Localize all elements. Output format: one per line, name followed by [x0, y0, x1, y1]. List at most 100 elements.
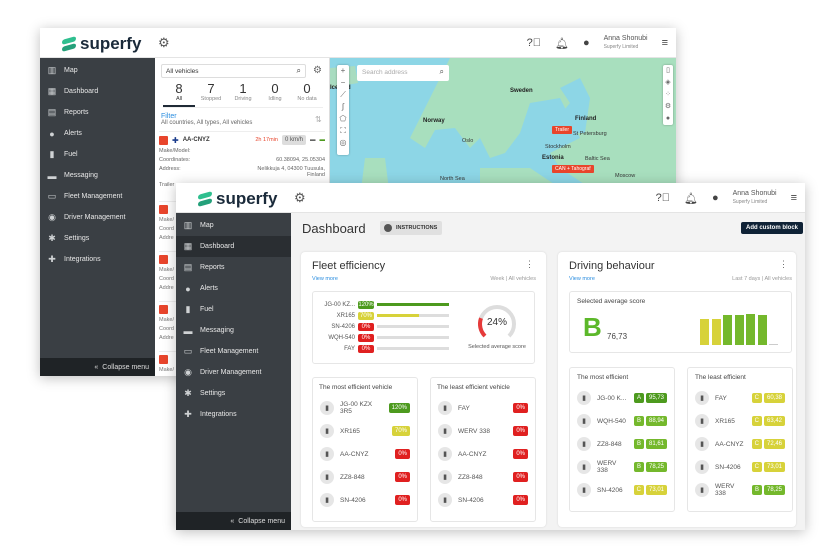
view-more-link[interactable]: View more — [312, 276, 338, 282]
list-item[interactable]: ▮ JG-00 K... A 95,73 — [577, 390, 667, 406]
sort-icon[interactable]: ⇅ — [315, 115, 322, 124]
instructions-button[interactable]: INSTRUCTIONS — [380, 221, 443, 235]
fullscreen-icon[interactable]: ⛶ — [340, 126, 346, 135]
list-item[interactable]: ▮ SN-4206 0% — [320, 492, 410, 508]
score-history-bar — [746, 313, 755, 345]
score-badge: 73,01 — [645, 485, 667, 495]
zoom-controls[interactable]: + − ⟋ ∫ ⬠ ⛶ ◎ — [337, 65, 349, 155]
list-item[interactable]: ▮ SN-4206 0% — [438, 492, 528, 508]
map-settings-icon[interactable]: ⚙ — [664, 103, 672, 110]
sidebar-item-fuel[interactable]: ▮ Fuel — [176, 299, 291, 320]
sidebar-item-dashboard[interactable]: ▦ Dashboard — [176, 236, 291, 257]
list-item[interactable]: ▮ WERV 338 B 78,25 — [577, 459, 667, 475]
view-more-link[interactable]: View more — [569, 276, 595, 282]
map-layers-toolbar[interactable]: ▯ ◈ ⁘ ⚙ ● — [663, 65, 673, 125]
list-item[interactable]: ▮ WERV 338 B 78,25 — [695, 482, 785, 498]
cluster-icon[interactable]: ⁘ — [665, 91, 671, 98]
map-pin-can-tahograf[interactable]: CAN + Tahograf — [552, 165, 594, 173]
settings-gear-icon[interactable]: ⚙ — [158, 35, 170, 50]
locate-icon[interactable]: ◎ — [339, 138, 347, 147]
help-icon[interactable]: ?⃝ — [655, 192, 670, 204]
list-item[interactable]: ▮ FAY C 60,38 — [695, 390, 785, 406]
map-pin-trailer[interactable]: Trailer — [552, 126, 572, 134]
sidebar-item-integrations[interactable]: ✚ Integrations — [40, 249, 155, 270]
sidebar-item-settings[interactable]: ✱ Settings — [40, 228, 155, 249]
sidebar-item-reports[interactable]: ▤ Reports — [40, 102, 155, 123]
sidebar-item-reports[interactable]: ▤ Reports — [176, 257, 291, 278]
bell-icon[interactable]: 🔔︎ — [683, 192, 698, 205]
sidebar-item-messaging[interactable]: ▬ Messaging — [40, 165, 155, 186]
list-item[interactable]: ▮ FAY 0% — [438, 400, 528, 416]
filter[interactable]: Filter All countries, All types, All vehi… — [161, 113, 253, 126]
sidebar-item-fleet-management[interactable]: ▭ Fleet Management — [176, 341, 291, 362]
ruler-icon[interactable]: ⟋ — [340, 90, 346, 99]
sidebar-item-integrations[interactable]: ✚ Integrations — [176, 404, 291, 425]
list-item[interactable]: ▮ ZZ8-848 B 81,61 — [577, 436, 667, 452]
sidebar-item-fleet-management[interactable]: ▭ Fleet Management — [40, 186, 155, 207]
info-icon[interactable]: ● — [665, 115, 671, 122]
status-tab-driving[interactable]: 1 Driving — [234, 81, 252, 103]
more-options-icon[interactable]: ⋮ — [779, 259, 788, 269]
score-history-bar — [711, 318, 721, 345]
collapse-menu-button[interactable]: «Collapse menu — [176, 512, 291, 530]
bell-icon[interactable]: 🔔︎ — [554, 37, 569, 50]
list-item[interactable]: ▮ XR165 70% — [320, 423, 410, 439]
menu-icon[interactable]: ≡ — [790, 192, 797, 204]
zoom-out-icon[interactable]: − — [340, 78, 346, 87]
list-item[interactable]: ▮ JG-00 KZX 3R5 120% — [320, 400, 410, 416]
sidebar-item-driver-management[interactable]: ◉ Driver Management — [40, 207, 155, 228]
sidebar-item-alerts[interactable]: ● Alerts — [176, 278, 291, 299]
zoom-in-icon[interactable]: + — [340, 66, 346, 75]
sidebar-item-map[interactable]: ▥ Map — [40, 60, 155, 81]
list-item[interactable]: ▮ SN-4206 C 73,01 — [695, 459, 785, 475]
more-options-icon[interactable]: ⋮ — [525, 259, 534, 269]
layers-icon[interactable]: ◈ — [665, 79, 671, 86]
sidebar-item-driver-management[interactable]: ◉ Driver Management — [176, 362, 291, 383]
sidebar-item-map[interactable]: ▥ Map — [176, 215, 291, 236]
sidebar-item-messaging[interactable]: ▬ Messaging — [176, 320, 291, 341]
settings-gear-icon[interactable]: ⚙ — [294, 190, 306, 205]
status-tab-no-data[interactable]: 0 No data — [297, 81, 317, 103]
map-label: Stockholm — [545, 144, 571, 150]
score-badge: 0% — [513, 426, 528, 436]
sidebar-item-alerts[interactable]: ● Alerts — [40, 123, 155, 144]
user-info[interactable]: Anna Shonubi Superfy Limited — [603, 35, 648, 50]
list-item[interactable]: ▮ SN-4206 C 73,01 — [577, 482, 667, 498]
score-history-bar — [723, 315, 732, 345]
address-search-input[interactable]: Search address ⌕ — [357, 65, 449, 81]
list-item[interactable]: ▮ ZZ8-848 0% — [320, 469, 410, 485]
list-item[interactable]: ▮ AA-CNYZ 0% — [320, 446, 410, 462]
list-item[interactable]: ▮ AA-CNYZ 0% — [438, 446, 528, 462]
grade-badge: C — [751, 393, 762, 403]
collapse-menu-button[interactable]: «Collapse menu — [40, 358, 155, 376]
status-tab-idling[interactable]: 0 Idling — [268, 81, 282, 103]
user-info[interactable]: Anna Shonubi Superfy Limited — [732, 190, 777, 205]
route-icon[interactable]: ∫ — [341, 102, 345, 111]
help-icon[interactable]: ?⃝ — [526, 37, 541, 49]
add-custom-block-button[interactable]: Add custom block — [740, 222, 803, 234]
list-item[interactable]: ▮ WQH-540 B 88,94 — [577, 413, 667, 429]
list-item[interactable]: ▮ AA-CNYZ C 72,46 — [695, 436, 785, 452]
status-tab-stopped[interactable]: 7 Stopped — [200, 81, 222, 103]
sidebar-item-fuel[interactable]: ▮ Fuel — [40, 144, 155, 165]
list-item[interactable]: ▮ WERV 338 0% — [438, 423, 528, 439]
list-item[interactable]: ▮ XR165 C 63,42 — [695, 413, 785, 429]
menu-icon[interactable]: ≡ — [661, 37, 668, 49]
sidebar-item-label: Reports — [200, 264, 225, 271]
vehicle-card[interactable]: ✚ AA-CNYZ 2h 17min 0 km/h ▬ ▬ Make/Model:… — [159, 131, 325, 201]
period-filter[interactable]: Week | All vehicles — [490, 276, 536, 282]
score-badge: 60,38 — [763, 393, 785, 403]
list-item[interactable]: ▮ ZZ8-848 0% — [438, 469, 528, 485]
truck-status-icon — [159, 135, 168, 145]
map-type-icon[interactable]: ▯ — [666, 67, 670, 74]
score-badge: 0% — [395, 472, 410, 482]
polygon-icon[interactable]: ⬠ — [339, 114, 347, 123]
vehicle-search-input[interactable]: All vehicles ⌕ — [161, 64, 306, 78]
status-tab-all[interactable]: 8 All — [163, 82, 195, 107]
period-filter[interactable]: Last 7 days | All vehicles — [732, 276, 792, 282]
user-avatar-icon[interactable]: ● — [711, 192, 719, 204]
user-avatar-icon[interactable]: ● — [582, 37, 590, 49]
sidebar-item-dashboard[interactable]: ▦ Dashboard — [40, 81, 155, 102]
list-settings-icon[interactable]: ⚙ — [313, 65, 322, 76]
sidebar-item-settings[interactable]: ✱ Settings — [176, 383, 291, 404]
